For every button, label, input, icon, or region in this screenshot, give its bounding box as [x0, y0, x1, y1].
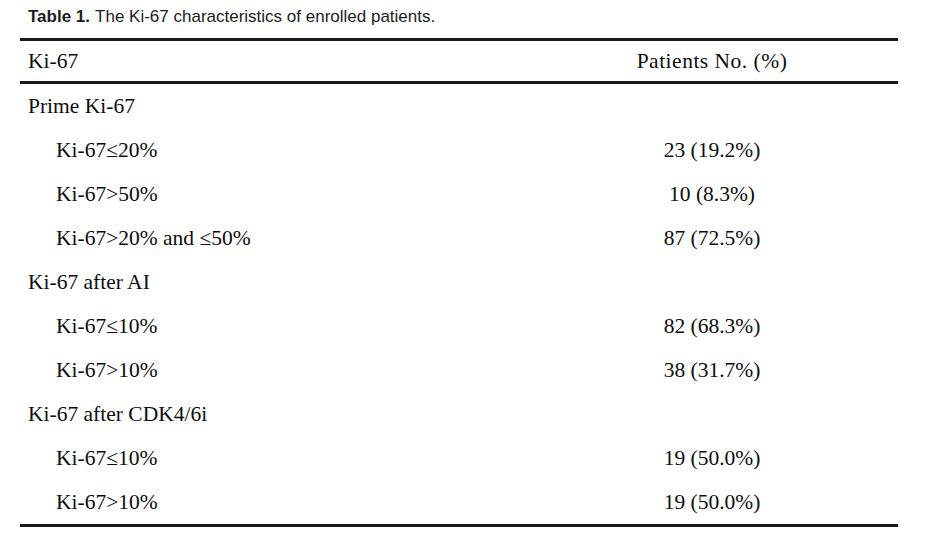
row-label: Ki-67>20% and ≤50%: [20, 226, 526, 251]
row-value: 19 (50.0%): [526, 446, 898, 471]
table-section-row: Ki-67 after CDK4/6i: [20, 392, 898, 436]
row-label: Ki-67 after CDK4/6i: [20, 402, 526, 427]
row-value: 87 (72.5%): [526, 226, 898, 251]
row-value: 10 (8.3%): [526, 182, 898, 207]
row-label: Ki-67>10%: [20, 490, 526, 515]
table-caption-number: Table 1.: [28, 7, 90, 26]
table-header-row: Ki-67 Patients No. (%): [20, 41, 898, 84]
row-value: 38 (31.7%): [526, 358, 898, 383]
column-header-patients-no: Patients No. (%): [526, 49, 898, 74]
table-row: Ki-67≤10%82 (68.3%): [20, 304, 898, 348]
row-label: Prime Ki-67: [20, 94, 526, 119]
ki67-characteristics-table: Ki-67 Patients No. (%) Prime Ki-67 Ki-67≤…: [20, 38, 898, 527]
row-label: Ki-67≤20%: [20, 138, 526, 163]
row-label: Ki-67>10%: [20, 358, 526, 383]
paper-table-page: Table 1. The Ki-67 characteristics of enr…: [0, 0, 929, 538]
table-body: Prime Ki-67Ki-67≤20%23 (19.2%)Ki-67>50%1…: [20, 84, 898, 524]
row-value: 23 (19.2%): [526, 138, 898, 163]
row-label: Ki-67≤10%: [20, 314, 526, 339]
row-label: Ki-67>50%: [20, 182, 526, 207]
table-caption: Table 1. The Ki-67 characteristics of enr…: [28, 6, 435, 28]
table-section-row: Ki-67 after AI: [20, 260, 898, 304]
row-label: Ki-67 after AI: [20, 270, 526, 295]
table-row: Ki-67>10%19 (50.0%): [20, 480, 898, 524]
table-row: Ki-67≤20%23 (19.2%): [20, 128, 898, 172]
row-value: 82 (68.3%): [526, 314, 898, 339]
row-value: 19 (50.0%): [526, 490, 898, 515]
table-section-row: Prime Ki-67: [20, 84, 898, 128]
table-caption-text: The Ki-67 characteristics of enrolled pa…: [95, 7, 435, 26]
column-header-ki67: Ki-67: [20, 49, 526, 74]
row-label: Ki-67≤10%: [20, 446, 526, 471]
table-row: Ki-67>10%38 (31.7%): [20, 348, 898, 392]
table-row: Ki-67≤10%19 (50.0%): [20, 436, 898, 480]
table-row: Ki-67>50%10 (8.3%): [20, 172, 898, 216]
table-row: Ki-67>20% and ≤50%87 (72.5%): [20, 216, 898, 260]
